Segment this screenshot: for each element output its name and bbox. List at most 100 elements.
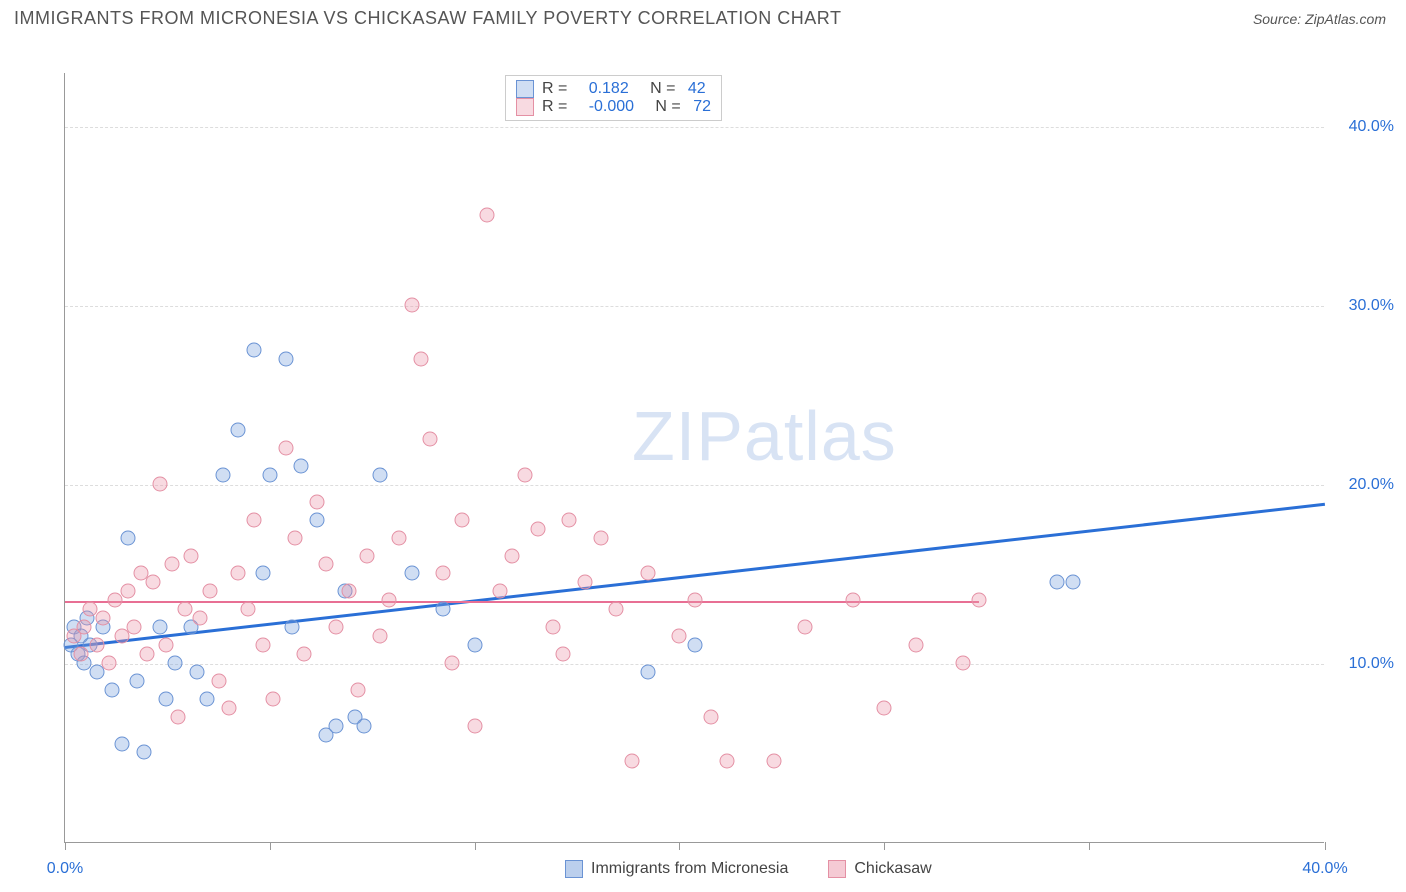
gridline bbox=[65, 127, 1324, 128]
data-point-blue bbox=[152, 620, 167, 635]
x-tick bbox=[270, 842, 271, 850]
data-point-blue bbox=[688, 638, 703, 653]
data-point-pink bbox=[212, 673, 227, 688]
x-tick bbox=[1089, 842, 1090, 850]
data-point-pink bbox=[517, 467, 532, 482]
data-point-blue bbox=[640, 664, 655, 679]
data-point-pink bbox=[158, 638, 173, 653]
data-point-pink bbox=[423, 432, 438, 447]
data-point-pink bbox=[971, 593, 986, 608]
data-point-pink bbox=[480, 208, 495, 223]
data-point-pink bbox=[609, 602, 624, 617]
data-point-pink bbox=[505, 548, 520, 563]
data-point-pink bbox=[177, 602, 192, 617]
data-point-pink bbox=[845, 593, 860, 608]
data-point-pink bbox=[328, 620, 343, 635]
data-point-pink bbox=[202, 584, 217, 599]
legend-item: Immigrants from Micronesia bbox=[565, 860, 788, 878]
x-tick bbox=[475, 842, 476, 850]
data-point-blue bbox=[284, 620, 299, 635]
data-point-blue bbox=[121, 530, 136, 545]
gridline bbox=[65, 485, 1324, 486]
data-point-pink bbox=[404, 297, 419, 312]
data-point-pink bbox=[89, 638, 104, 653]
data-point-pink bbox=[350, 682, 365, 697]
data-point-pink bbox=[165, 557, 180, 572]
data-point-blue bbox=[1050, 575, 1065, 590]
data-point-blue bbox=[231, 423, 246, 438]
watermark: ZIPatlas bbox=[632, 396, 897, 476]
x-tick bbox=[65, 842, 66, 850]
data-point-pink bbox=[593, 530, 608, 545]
gridline bbox=[65, 664, 1324, 665]
source-attribution: Source: ZipAtlas.com bbox=[1253, 11, 1386, 27]
data-point-pink bbox=[95, 611, 110, 626]
legend-r-label: R = bbox=[542, 98, 581, 116]
data-point-pink bbox=[445, 655, 460, 670]
data-point-blue bbox=[262, 467, 277, 482]
data-point-blue bbox=[467, 638, 482, 653]
data-point-blue bbox=[158, 691, 173, 706]
gridline bbox=[65, 306, 1324, 307]
data-point-pink bbox=[955, 655, 970, 670]
data-point-blue bbox=[114, 736, 129, 751]
legend-label: Immigrants from Micronesia bbox=[591, 860, 788, 878]
data-point-blue bbox=[215, 467, 230, 482]
legend-r-value: 0.182 bbox=[589, 80, 629, 98]
x-tick-label: 40.0% bbox=[1302, 860, 1347, 878]
data-point-pink bbox=[127, 620, 142, 635]
data-point-pink bbox=[625, 754, 640, 769]
y-tick-label: 10.0% bbox=[1349, 655, 1394, 673]
data-point-pink bbox=[530, 521, 545, 536]
data-point-pink bbox=[102, 655, 117, 670]
data-point-pink bbox=[221, 700, 236, 715]
data-point-pink bbox=[492, 584, 507, 599]
data-point-pink bbox=[391, 530, 406, 545]
x-tick-label: 0.0% bbox=[47, 860, 83, 878]
x-tick bbox=[1325, 842, 1326, 850]
data-point-pink bbox=[672, 629, 687, 644]
legend-n-value: 72 bbox=[693, 98, 711, 116]
legend-swatch bbox=[565, 860, 583, 878]
legend-swatch bbox=[516, 98, 534, 116]
source-name: ZipAtlas.com bbox=[1305, 11, 1386, 27]
correlation-legend: R = 0.182 N = 42R = -0.000 N = 72 bbox=[505, 75, 722, 121]
data-point-pink bbox=[562, 512, 577, 527]
legend-label: Chickasaw bbox=[854, 860, 931, 878]
legend-n-label: N = bbox=[637, 80, 680, 98]
legend-swatch bbox=[828, 860, 846, 878]
legend-n-value: 42 bbox=[688, 80, 706, 98]
data-point-blue bbox=[310, 512, 325, 527]
data-point-pink bbox=[278, 441, 293, 456]
data-point-pink bbox=[297, 646, 312, 661]
y-tick-label: 20.0% bbox=[1349, 476, 1394, 494]
data-point-blue bbox=[168, 655, 183, 670]
data-point-blue bbox=[294, 458, 309, 473]
source-prefix: Source: bbox=[1253, 11, 1305, 27]
data-point-pink bbox=[719, 754, 734, 769]
data-point-pink bbox=[454, 512, 469, 527]
series-legend: Immigrants from Micronesia Chickasaw bbox=[565, 860, 932, 878]
data-point-pink bbox=[139, 646, 154, 661]
legend-r-value: -0.000 bbox=[589, 98, 634, 116]
x-tick bbox=[884, 842, 885, 850]
data-point-pink bbox=[265, 691, 280, 706]
data-point-pink bbox=[121, 584, 136, 599]
x-tick bbox=[679, 842, 680, 850]
data-point-pink bbox=[640, 566, 655, 581]
legend-r-label: R = bbox=[542, 80, 581, 98]
data-point-pink bbox=[256, 638, 271, 653]
data-point-pink bbox=[382, 593, 397, 608]
data-point-pink bbox=[373, 629, 388, 644]
data-point-blue bbox=[199, 691, 214, 706]
legend-swatch bbox=[516, 80, 534, 98]
data-point-blue bbox=[373, 467, 388, 482]
data-point-pink bbox=[546, 620, 561, 635]
plot-region: ZIPatlas R = 0.182 N = 42R = -0.000 N = … bbox=[64, 73, 1324, 843]
data-point-pink bbox=[555, 646, 570, 661]
data-point-pink bbox=[413, 351, 428, 366]
data-point-pink bbox=[798, 620, 813, 635]
data-point-pink bbox=[171, 709, 186, 724]
y-tick-label: 40.0% bbox=[1349, 118, 1394, 136]
data-point-pink bbox=[310, 494, 325, 509]
